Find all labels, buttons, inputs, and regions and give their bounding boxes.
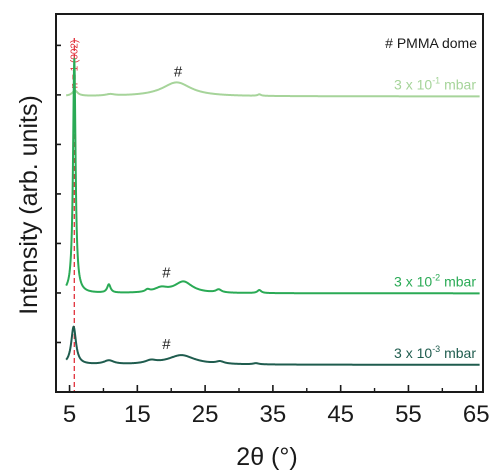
hash-marker-2: # (162, 336, 171, 353)
x-tick-label-25: 25 (192, 401, 219, 428)
series-line-1 (65, 57, 481, 295)
series-label-0: 3 x 10-1 mbar (394, 75, 476, 92)
x-tick-label-45: 45 (327, 401, 354, 428)
hash-marker-0: # (174, 63, 183, 80)
x-tick-label-35: 35 (260, 401, 287, 428)
x-tick-label-5: 5 (63, 401, 76, 428)
series-line-2 (65, 325, 481, 366)
series-label-1: 3 x 10-2 mbar (394, 272, 476, 289)
x-tick-label-55: 55 (395, 401, 422, 428)
axis-ticks: 5 15 25 35 45 55 65 (56, 44, 490, 428)
legend-note: # PMMA dome (385, 35, 477, 51)
series-line-0 (65, 81, 481, 98)
x-axis-label: 2θ (°) (236, 443, 297, 471)
x-tick-label-65: 65 (463, 401, 490, 428)
plot-area: n = 1 (002) 3 x 10-1 mbar#3 x 10-2 mbar#3… (65, 38, 481, 392)
series-label-2: 3 x 10-3 mbar (394, 344, 476, 361)
y-axis-label: Intensity (arb. units) (15, 95, 43, 315)
x-tick-label-15: 15 (124, 401, 151, 428)
hash-marker-1: # (162, 264, 171, 281)
plot-frame (55, 13, 484, 393)
